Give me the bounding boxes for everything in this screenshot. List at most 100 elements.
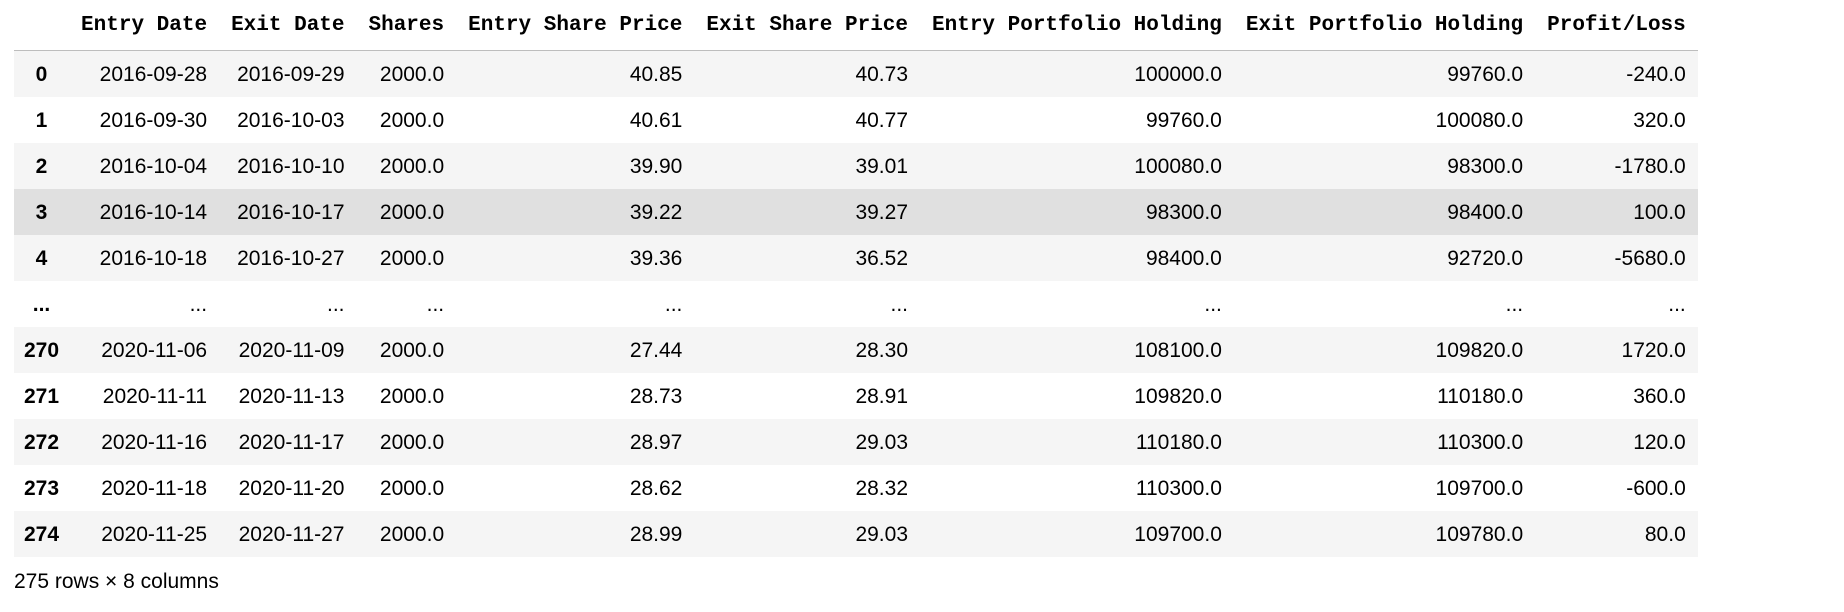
table-row: 4 2016-10-18 2016-10-27 2000.0 39.36 36.52 984… [14,235,1698,281]
dataframe-output: Entry Date Exit Date Shares Entry Share … [14,0,1698,557]
cell-profit-loss: 360.0 [1633,384,1686,408]
cell-entry-share-price: 39.36 [629,246,683,270]
cell-entry-portfolio-holding: 110180.0 [1135,430,1222,454]
cell-entry-date: 2020-11-06 [101,338,208,362]
cell-entry-share-price: 40.85 [629,62,683,86]
cell-exit-share-price: 39.27 [855,200,909,224]
cell-entry-share-price: 40.61 [629,108,683,132]
cell-exit-share-price: 28.30 [855,338,909,362]
cell-entry-portfolio-holding: ... [1204,292,1222,316]
cell-entry-date: 2020-11-25 [101,522,208,546]
cell-shares: 2000.0 [379,246,445,270]
header-row: Entry Date Exit Date Shares Entry Share … [14,0,1698,51]
cell-entry-share-price: 27.44 [629,338,683,362]
cell-entry-date: 2016-10-04 [99,154,208,178]
cell-profit-loss: 80.0 [1644,522,1686,546]
column-header-profit-loss: Profit/Loss [1535,0,1698,51]
cell-entry-date: 2016-09-28 [99,62,208,86]
row-index: 272 [24,430,60,454]
column-header-exit-portfolio-holding: Exit Portfolio Holding [1233,0,1536,51]
cell-exit-date: 2016-10-27 [237,246,345,270]
cell-exit-portfolio-holding: 98400.0 [1447,200,1524,224]
cell-entry-share-price: 39.90 [629,154,683,178]
cell-shares: 2000.0 [379,200,445,224]
cell-exit-share-price: 40.77 [855,108,909,132]
cell-entry-share-price: 28.99 [629,522,683,546]
cell-entry-date: 2020-11-11 [102,384,208,408]
cell-entry-portfolio-holding: 110300.0 [1135,476,1222,500]
cell-exit-portfolio-holding: 110180.0 [1437,384,1524,408]
cell-shares: 2000.0 [379,154,445,178]
cell-entry-date: 2016-09-30 [99,108,208,132]
cell-shares: 2000.0 [379,430,445,454]
cell-exit-share-price: 29.03 [855,522,909,546]
cell-entry-portfolio-holding: 109700.0 [1134,522,1222,546]
table-row: 272 2020-11-16 2020-11-17 2000.0 28.97 29.03 1… [14,419,1698,465]
cell-exit-date: 2020-11-09 [238,338,345,362]
row-index: 3 [35,200,48,224]
table-row: 2 2016-10-04 2016-10-10 2000.0 39.90 39.01 100… [14,143,1698,189]
cell-exit-portfolio-holding: 100080.0 [1435,108,1524,132]
cell-entry-date: 2020-11-16 [101,430,208,454]
cell-shares: 2000.0 [379,522,445,546]
cell-exit-portfolio-holding: 92720.0 [1447,246,1524,270]
table-row: 273 2020-11-18 2020-11-20 2000.0 28.62 28.32 1… [14,465,1698,511]
row-index: 2 [35,154,48,178]
cell-shares: 2000.0 [379,108,445,132]
cell-exit-date: 2020-11-27 [238,522,345,546]
cell-exit-date: 2020-11-17 [238,430,345,454]
cell-entry-portfolio-holding: 98300.0 [1145,200,1222,224]
cell-exit-date: 2016-10-03 [237,108,345,132]
cell-exit-portfolio-holding: 99760.0 [1447,62,1524,86]
column-header-exit-date: Exit Date [219,0,357,51]
row-index: 1 [35,108,48,132]
table-row: 271 2020-11-11 2020-11-13 2000.0 28.73 28.91 1… [14,373,1698,419]
cell-exit-date: 2016-10-10 [237,154,345,178]
cell-entry-date: ... [189,292,208,316]
column-header-exit-share-price: Exit Share Price [694,0,921,51]
cell-entry-share-price: 39.22 [629,200,683,224]
cell-profit-loss: 100.0 [1633,200,1686,224]
row-index: 4 [35,246,48,270]
column-header-shares: Shares [356,0,457,51]
row-index: 270 [24,338,60,362]
table-row: 274 2020-11-25 2020-11-27 2000.0 28.99 29.03 1… [14,511,1698,557]
cell-profit-loss: 320.0 [1633,108,1686,132]
table-header: Entry Date Exit Date Shares Entry Share … [14,0,1698,51]
cell-entry-date: 2016-10-14 [99,200,208,224]
table-row: 270 2020-11-06 2020-11-09 2000.0 27.44 28.30 1… [14,327,1698,373]
cell-entry-portfolio-holding: 100080.0 [1134,154,1222,178]
cell-entry-date: 2016-10-18 [99,246,208,270]
cell-entry-share-price: ... [664,292,683,316]
cell-profit-loss: -1780.0 [1614,154,1686,178]
cell-exit-share-price: ... [890,292,909,316]
cell-exit-portfolio-holding: 110300.0 [1437,430,1524,454]
cell-exit-share-price: 28.91 [855,384,909,408]
cell-exit-share-price: 40.73 [855,62,909,86]
cell-shares: 2000.0 [379,338,445,362]
cell-profit-loss: -240.0 [1626,62,1686,86]
row-index: 0 [35,62,48,86]
cell-exit-share-price: 36.52 [855,246,909,270]
cell-profit-loss: 1720.0 [1621,338,1686,362]
cell-entry-date: 2020-11-18 [101,476,208,500]
cell-entry-portfolio-holding: 100000.0 [1134,62,1222,86]
cell-exit-portfolio-holding: 109700.0 [1435,476,1524,500]
column-header-entry-share-price: Entry Share Price [456,0,695,51]
cell-exit-portfolio-holding: ... [1505,292,1524,316]
cell-exit-date: 2016-10-17 [237,200,345,224]
cell-profit-loss: 120.0 [1633,430,1686,454]
cell-exit-share-price: 39.01 [855,154,909,178]
cell-exit-date: 2020-11-13 [238,384,345,408]
cell-entry-share-price: 28.97 [629,430,683,454]
cell-entry-share-price: 28.62 [629,476,683,500]
row-index: 271 [24,384,60,408]
row-index: 273 [24,476,60,500]
row-index: ... [32,292,51,316]
column-header-entry-portfolio-holding: Entry Portfolio Holding [920,0,1234,51]
cell-exit-portfolio-holding: 109820.0 [1435,338,1524,362]
cell-exit-portfolio-holding: 98300.0 [1447,154,1524,178]
cell-shares: 2000.0 [379,384,445,408]
cell-exit-date: 2020-11-20 [238,476,345,500]
row-index: 274 [24,522,60,546]
